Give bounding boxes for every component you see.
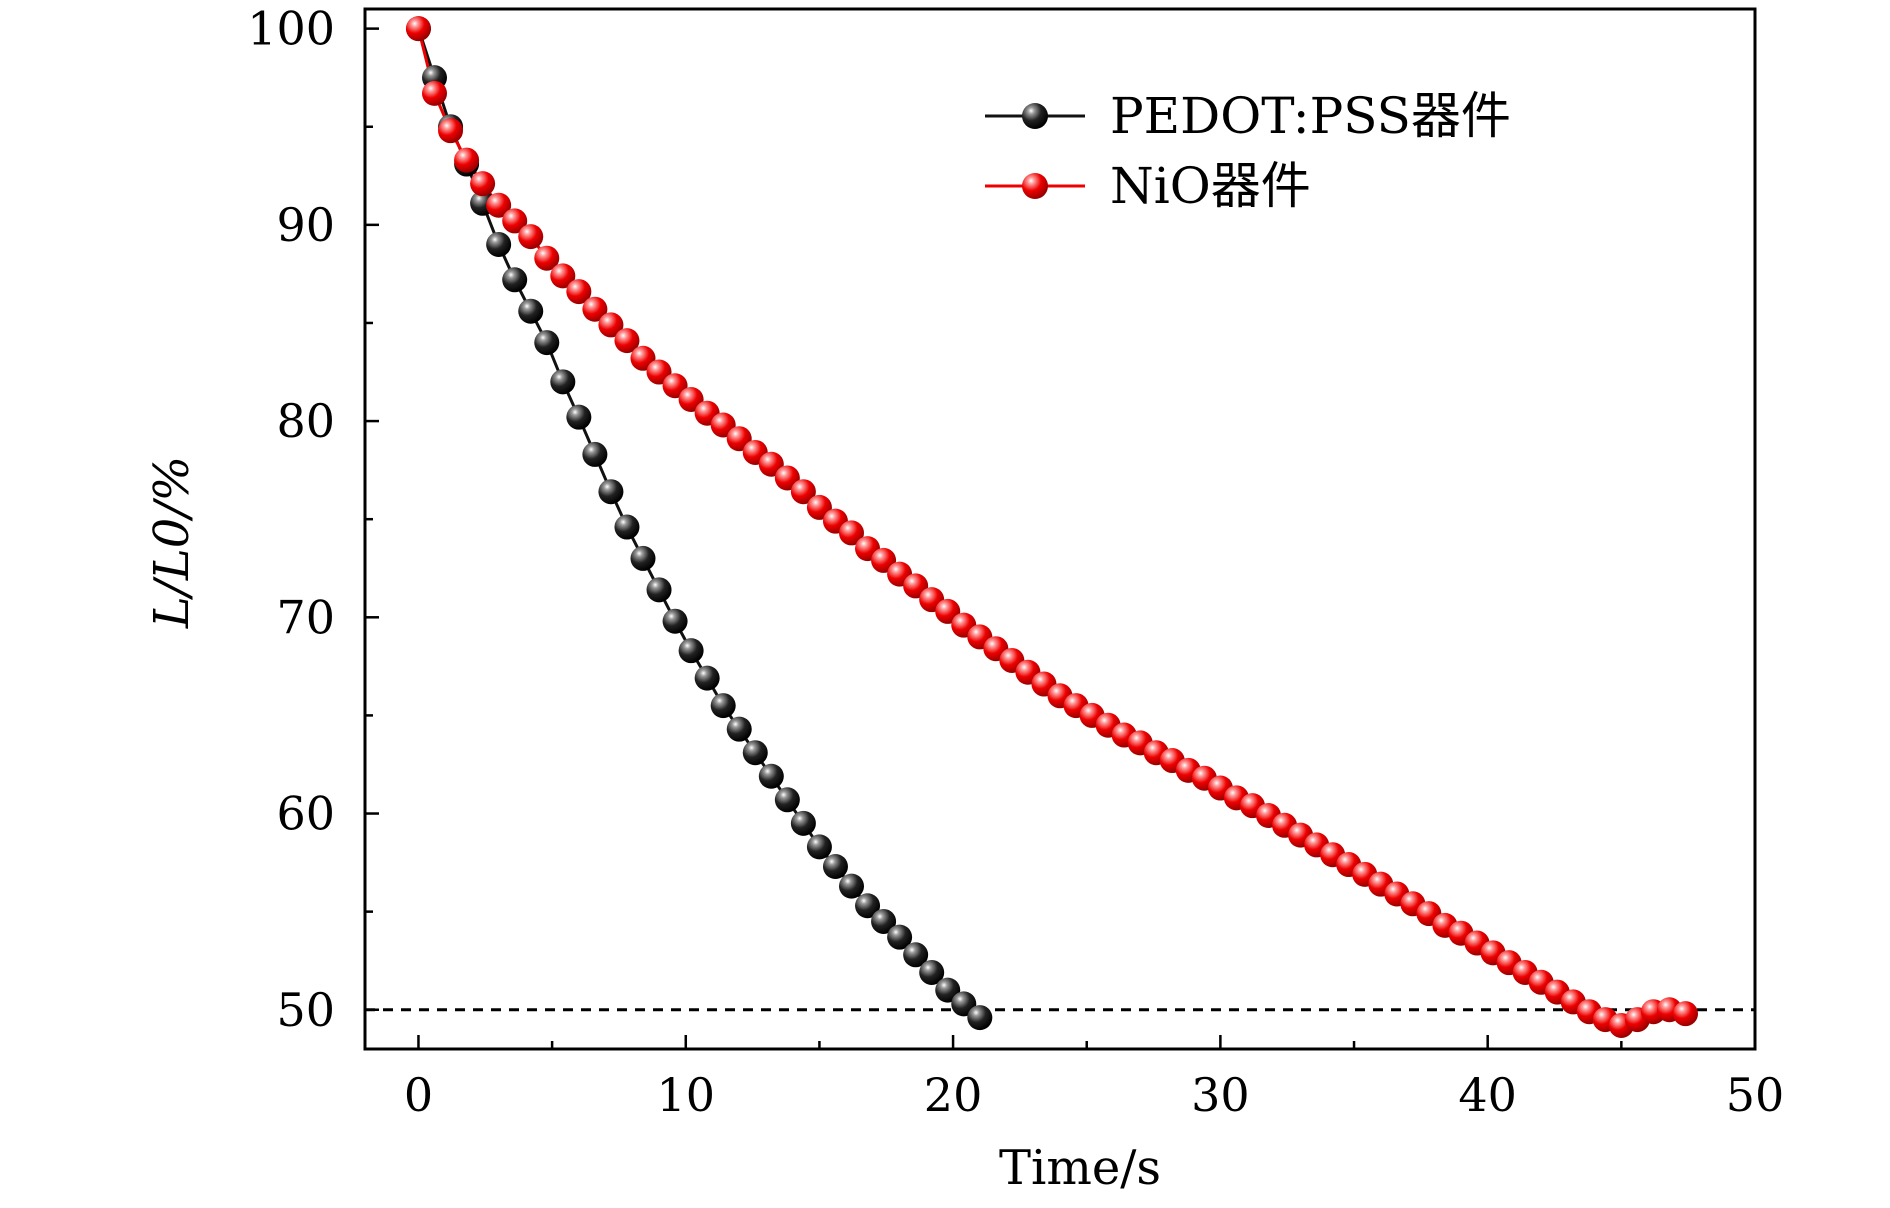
data-point [470,171,496,197]
x-tick-label: 20 [924,1068,983,1122]
data-point [502,267,528,293]
data-point [855,893,881,919]
y-tick-label: 60 [276,787,335,841]
data-point [550,369,576,395]
data-point [550,263,576,289]
data-point [806,834,832,860]
data-point [454,147,480,173]
y-axis-title: L/L0/% [144,456,200,629]
data-point [903,942,929,968]
x-axis-title: Time/s [999,1140,1161,1196]
x-tick-label: 30 [1191,1068,1250,1122]
x-tick-label: 10 [656,1068,715,1122]
data-point [438,118,464,144]
data-point [534,330,560,356]
data-point [822,854,848,880]
plot-frame [363,7,1757,1051]
legend-marker [1022,173,1048,199]
data-point [871,908,897,934]
data-point [534,245,560,271]
data-point [919,959,945,985]
data-point [662,608,688,634]
series-line [417,28,981,1019]
data-point [502,208,528,234]
data-point [582,441,608,467]
legend-label: PEDOT:PSS器件 [1110,87,1511,145]
series-points [405,16,1698,1038]
data-point [405,16,431,42]
x-tick-label: 50 [1726,1068,1785,1122]
data-point [758,763,784,789]
data-point [518,224,544,250]
data-point [582,296,608,322]
data-point [694,665,720,691]
legend-marker [1022,103,1048,129]
x-tick-label: 0 [404,1068,433,1122]
data-point [774,787,800,813]
data-point [790,810,816,836]
y-tick-label: 80 [276,394,335,448]
data-point [566,404,592,430]
axis-ticks [365,27,1757,1049]
data-point [486,231,512,257]
data-point [790,479,816,505]
series-lines [417,28,1686,1028]
data-point [630,545,656,571]
data-point [887,924,913,950]
data-point [967,1005,993,1031]
data-point [726,716,752,742]
data-point [598,312,624,338]
data-point [518,298,544,324]
data-point [422,80,447,106]
series-line [417,28,1686,1028]
data-point [839,873,864,899]
y-tick-label: 100 [247,2,335,56]
data-point [678,638,704,664]
x-tick-label: 40 [1458,1068,1517,1122]
legend-label: NiO器件 [1110,157,1311,215]
legend: PEDOT:PSS器件 NiO器件 [985,87,1511,215]
data-point [598,479,624,505]
data-point [614,514,640,540]
data-point [646,577,672,603]
y-tick-label: 50 [276,983,335,1037]
data-point [1673,1001,1698,1027]
y-tick-label: 90 [276,198,335,252]
data-point [742,740,768,766]
data-point [839,520,864,546]
y-tick-label: 70 [276,590,335,644]
data-point [710,693,736,719]
data-point [566,279,592,305]
data-point [614,328,640,354]
data-point [486,192,512,218]
tick-labels: 0 10 20 30 40 50 50 60 70 80 90 100 [247,2,1784,1122]
